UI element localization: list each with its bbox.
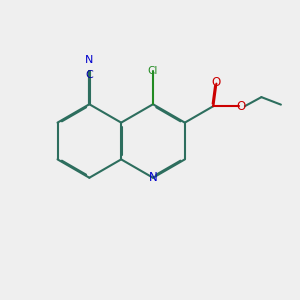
Text: O: O: [212, 76, 221, 88]
Text: N: N: [85, 55, 94, 65]
Text: C: C: [85, 70, 93, 80]
Text: O: O: [237, 100, 246, 112]
Text: Cl: Cl: [148, 66, 158, 76]
Text: N: N: [148, 171, 158, 184]
